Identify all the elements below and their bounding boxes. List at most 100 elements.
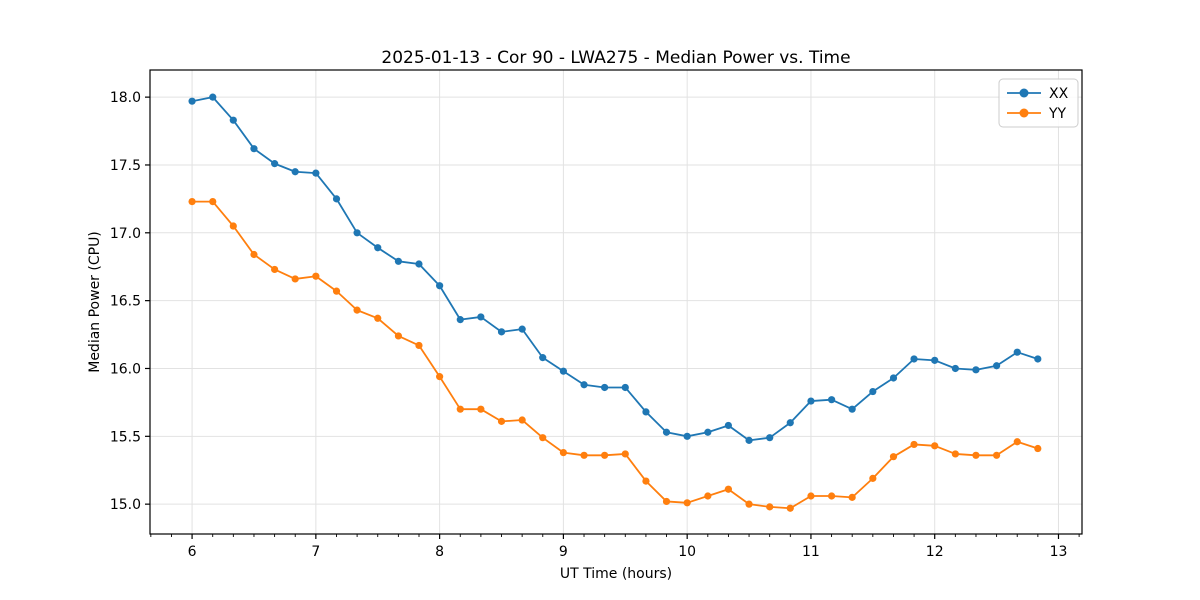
data-point-yy — [436, 373, 444, 381]
data-point-xx — [353, 229, 361, 237]
data-point-xx — [188, 97, 196, 105]
data-point-yy — [188, 198, 196, 206]
data-point-yy — [559, 448, 567, 457]
series-line-xx — [191, 96, 1039, 442]
data-point-xx — [374, 244, 382, 252]
data-point-xx — [312, 169, 320, 177]
data-point-xx — [580, 381, 588, 389]
data-point-xx — [456, 316, 464, 324]
y-tick-label: 15.0 — [110, 497, 141, 513]
data-point-xx — [848, 405, 856, 413]
data-point-xx — [332, 195, 341, 203]
data-point-xx — [642, 408, 650, 416]
data-point-yy — [312, 272, 320, 280]
x-tick-label: 12 — [926, 544, 944, 560]
data-point-yy — [869, 474, 877, 482]
data-point-xx — [910, 355, 918, 363]
data-point-xx — [807, 397, 815, 405]
data-point-xx — [828, 396, 836, 404]
data-point-xx — [683, 432, 691, 440]
data-point-xx — [704, 428, 712, 436]
x-axis-label: UT Time (hours) — [560, 566, 672, 582]
y-tick-label: 17.0 — [110, 226, 141, 242]
data-point-yy — [683, 499, 691, 507]
data-point-xx — [518, 325, 526, 333]
data-point-xx — [931, 356, 939, 364]
data-point-yy — [724, 485, 732, 493]
x-tick-label: 10 — [678, 544, 696, 560]
data-point-yy — [786, 504, 794, 512]
data-point-xx — [559, 367, 567, 375]
data-point-xx — [539, 354, 547, 362]
data-point-xx — [601, 383, 609, 392]
data-point-xx — [209, 93, 217, 101]
data-point-xx — [951, 364, 959, 373]
data-point-xx — [250, 145, 258, 153]
y-tick-label: 18.0 — [110, 90, 141, 106]
data-point-xx — [1013, 348, 1021, 356]
data-point-yy — [910, 440, 918, 449]
series-yy — [188, 198, 1042, 512]
data-point-xx — [229, 116, 237, 124]
data-point-yy — [250, 250, 258, 259]
data-point-yy — [972, 451, 980, 459]
data-point-yy — [497, 417, 506, 425]
data-point-yy — [518, 416, 526, 424]
series-line-yy — [192, 200, 1039, 510]
data-point-yy — [394, 332, 403, 340]
data-point-yy — [291, 275, 299, 283]
y-tick-label: 15.5 — [110, 429, 141, 445]
x-tick-label: 8 — [435, 544, 444, 560]
x-tick-label: 9 — [559, 544, 568, 560]
data-point-xx — [662, 428, 671, 436]
legend-box — [998, 78, 1079, 128]
data-point-xx — [869, 387, 877, 396]
data-point-xx — [724, 421, 732, 430]
data-point-yy — [889, 453, 898, 461]
data-point-xx — [621, 383, 629, 392]
data-point-yy — [621, 450, 629, 458]
data-point-yy — [353, 306, 361, 314]
series-xx — [188, 93, 1042, 444]
data-point-xx — [745, 436, 753, 444]
data-point-xx — [1034, 355, 1042, 363]
data-point-xx — [415, 260, 423, 268]
legend: XX YY — [998, 78, 1079, 128]
data-point-yy — [332, 287, 341, 295]
data-point-xx — [477, 313, 485, 321]
data-point-yy — [415, 341, 423, 350]
data-point-xx — [271, 160, 279, 168]
legend-entry-yy: YY — [1007, 106, 1067, 122]
data-point-yy — [848, 493, 856, 501]
chart-title: 2025-01-13 - Cor 90 - LWA275 - Median Po… — [381, 48, 850, 68]
axis-ticks: 6 7 8 9 10 11 12 13 15.0 15.5 16.0 16.5 17.0 17.5 18.0 — [110, 90, 1080, 560]
data-point-yy — [931, 442, 939, 450]
data-point-xx — [972, 366, 980, 374]
plot-border — [149, 69, 1083, 535]
data-point-yy — [807, 492, 815, 500]
data-point-yy — [828, 492, 836, 500]
data-point-yy — [580, 451, 588, 459]
data-point-yy — [374, 314, 382, 322]
data-point-yy — [951, 450, 959, 458]
legend-entry-xx: XX — [1007, 86, 1069, 102]
data-point-yy — [456, 405, 464, 413]
y-tick-label: 16.0 — [110, 361, 141, 377]
x-tick-label: 7 — [311, 544, 320, 560]
data-point-xx — [291, 168, 299, 176]
data-point-xx — [992, 362, 1001, 370]
x-tick-label: 6 — [188, 544, 197, 560]
data-point-yy — [992, 451, 1001, 459]
data-point-xx — [436, 282, 444, 290]
x-tick-label: 13 — [1050, 544, 1068, 560]
y-tick-label: 17.5 — [110, 158, 141, 174]
data-point-yy — [1013, 438, 1021, 446]
legend-marker-xx — [1019, 88, 1029, 98]
data-point-xx — [394, 257, 403, 265]
data-point-xx — [786, 419, 794, 427]
data-point-xx — [766, 434, 774, 442]
data-point-yy — [477, 405, 485, 413]
data-point-yy — [229, 222, 237, 230]
data-series — [188, 93, 1042, 512]
